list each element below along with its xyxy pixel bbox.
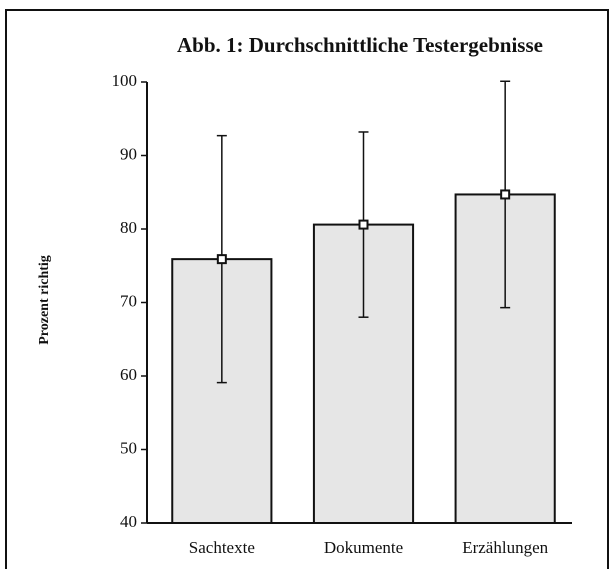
frame — [5, 9, 609, 569]
y-tick-label: 80 — [120, 218, 137, 237]
x-tick-label: Dokumente — [324, 538, 403, 557]
y-tick-label: 100 — [112, 71, 138, 90]
x-tick-label: Sachtexte — [189, 538, 255, 557]
chart-title: Abb. 1: Durchschnittliche Testergebnisse — [177, 33, 543, 57]
y-tick-label: 40 — [120, 512, 137, 531]
y-tick-label: 50 — [120, 438, 137, 457]
bar — [454, 193, 556, 525]
y-tick-label: 90 — [120, 144, 137, 163]
mean-marker — [500, 189, 511, 200]
mean-marker — [216, 254, 227, 265]
y-tick-label: 70 — [120, 291, 137, 310]
y-axis-label: Prozent richtig — [37, 255, 52, 345]
y-tick-label: 60 — [120, 365, 137, 384]
x-tick-label: Erzählungen — [462, 538, 548, 557]
mean-marker — [358, 219, 369, 230]
